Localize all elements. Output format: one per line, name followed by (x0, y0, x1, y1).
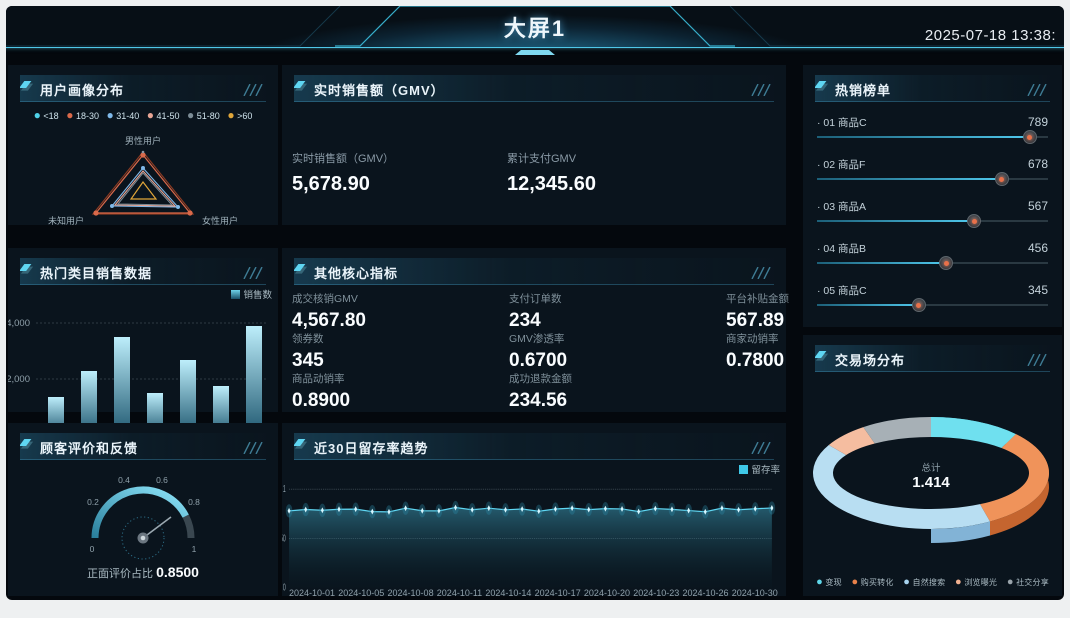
svg-text:0: 0 (90, 544, 95, 554)
svg-text:1: 1 (192, 544, 197, 554)
svg-text:0.4: 0.4 (118, 475, 130, 485)
svg-text:男性用户: 男性用户 (125, 135, 161, 146)
svg-text:0: 0 (283, 582, 286, 593)
svg-text:1.414: 1.414 (912, 474, 950, 491)
svg-text:0.2: 0.2 (87, 497, 99, 507)
svg-text:0.6: 0.6 (156, 475, 168, 485)
svg-text:未知用户: 未知用户 (48, 215, 84, 226)
svg-text:总计: 总计 (921, 462, 941, 474)
svg-text:0.8: 0.8 (188, 497, 200, 507)
svg-text:4,000: 4,000 (8, 318, 30, 329)
svg-text:1: 1 (283, 483, 286, 494)
svg-text:2,000: 2,000 (8, 374, 30, 385)
svg-text:女性用户: 女性用户 (202, 215, 238, 226)
svg-text:0.50: 0.50 (282, 532, 286, 543)
